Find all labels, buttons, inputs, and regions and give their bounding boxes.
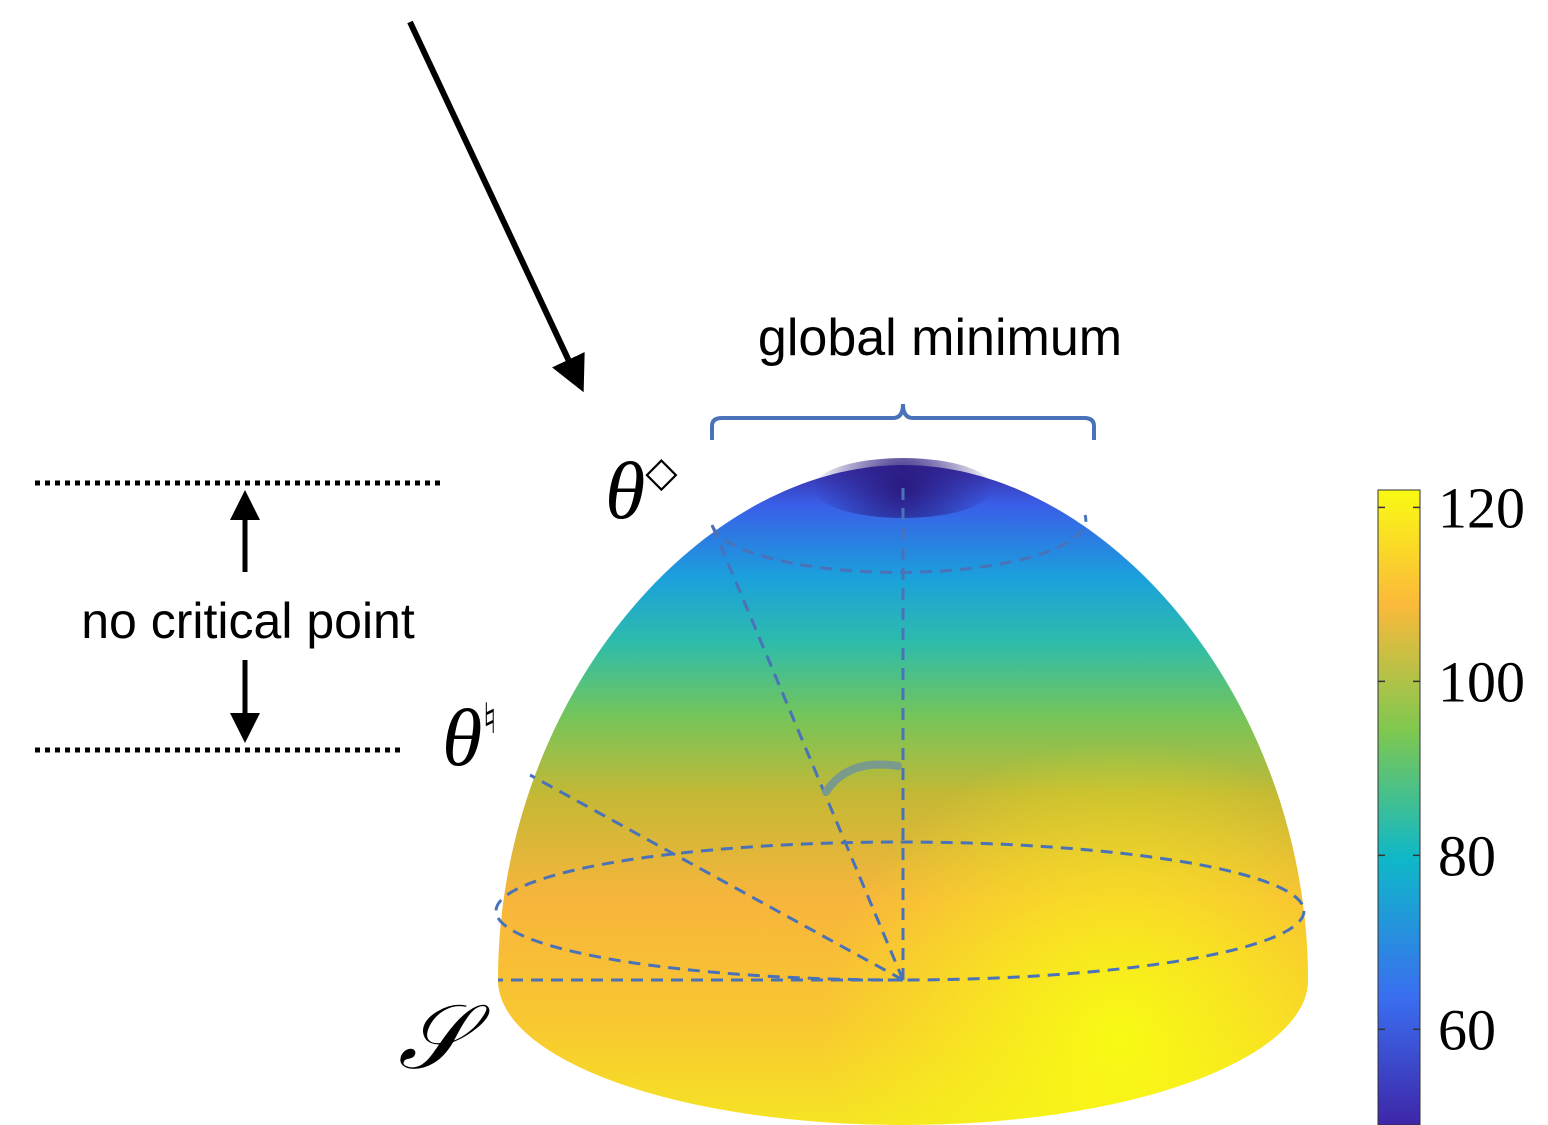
surface-label: 𝒮 — [398, 989, 490, 1088]
figure: global minimum no critical point θ◇ θ♮ 𝒮… — [0, 0, 1548, 1125]
theta: θ — [605, 445, 645, 536]
theta-natural-label: θ♮ — [442, 692, 497, 783]
colorbar-tick-label: 60 — [1438, 997, 1496, 1062]
superscript: ◇ — [645, 450, 678, 496]
superscript: ♮ — [482, 697, 497, 743]
global-minimum-label: global minimum — [758, 309, 1122, 367]
theta: θ — [442, 692, 482, 783]
colorbar-tick-label: 80 — [1438, 823, 1496, 888]
brace — [712, 404, 1094, 440]
colorbar-tick-label: 100 — [1438, 649, 1525, 714]
colorbar-tick-label: 120 — [1438, 475, 1525, 540]
theta-diamond-label: θ◇ — [605, 445, 678, 536]
no-critical-point-label: no critical point — [81, 593, 415, 649]
pointer-arrow — [410, 22, 576, 376]
